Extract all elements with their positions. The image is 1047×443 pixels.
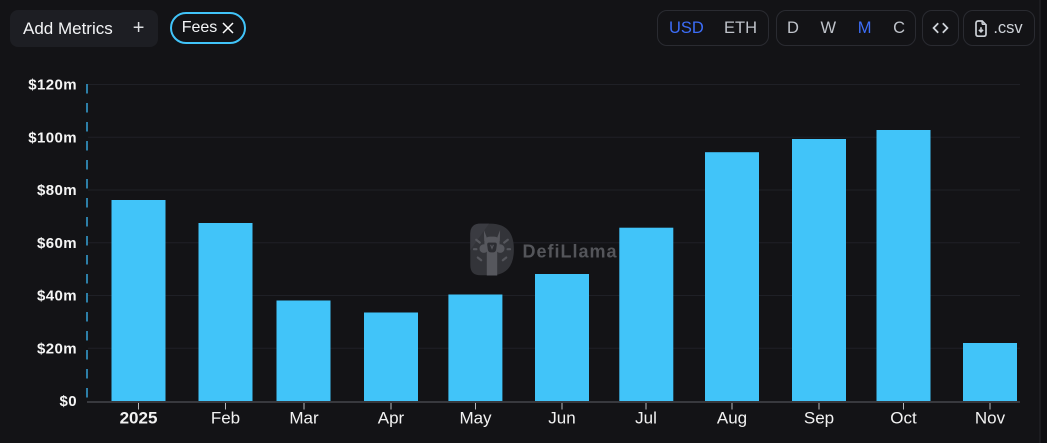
svg-text:DefiLlama: DefiLlama — [523, 242, 618, 262]
svg-text:$20m: $20m — [37, 340, 77, 357]
svg-text:$0: $0 — [60, 393, 78, 410]
svg-text:Oct: Oct — [890, 409, 917, 428]
svg-text:Aug: Aug — [717, 409, 747, 428]
svg-text:Apr: Apr — [378, 409, 405, 428]
svg-text:Mar: Mar — [289, 409, 319, 428]
svg-text:$80m: $80m — [37, 182, 77, 199]
svg-text:2025: 2025 — [120, 409, 158, 428]
svg-text:Nov: Nov — [975, 409, 1006, 428]
svg-text:Sep: Sep — [804, 409, 834, 428]
svg-text:$120m: $120m — [28, 77, 77, 94]
svg-text:$60m: $60m — [37, 235, 77, 252]
svg-text:Jul: Jul — [635, 409, 657, 428]
svg-text:$100m: $100m — [28, 129, 77, 146]
svg-text:Feb: Feb — [211, 409, 240, 428]
svg-text:$40m: $40m — [37, 288, 77, 305]
svg-text:Jun: Jun — [548, 409, 575, 428]
svg-text:May: May — [459, 409, 492, 428]
